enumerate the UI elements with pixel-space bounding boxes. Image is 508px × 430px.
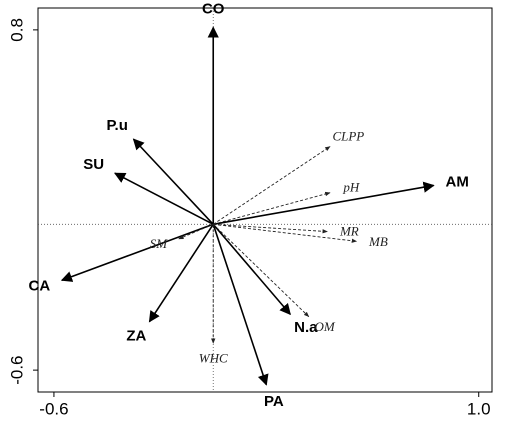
solid-arrow	[132, 138, 214, 225]
dashed-arrow	[178, 223, 214, 240]
arrow-label: PA	[264, 393, 284, 410]
arrow-label: MB	[368, 234, 388, 249]
arrow-label: AM	[446, 173, 469, 190]
arrow-label: SM	[150, 236, 169, 251]
solid-arrow	[148, 223, 214, 323]
dashed-arrow	[212, 223, 310, 318]
y-tick-label: -0.6	[7, 355, 26, 384]
solid-arrow	[213, 181, 435, 226]
dashed-arrow	[213, 223, 328, 234]
y-tick-label: 0.8	[7, 18, 26, 42]
arrow-label: pH	[342, 180, 360, 195]
arrow-label: CA	[29, 277, 51, 294]
dashed-arrow	[212, 146, 331, 225]
solid-arrow	[60, 223, 214, 282]
arrow-label: OM	[315, 319, 336, 334]
arrow-label: CLPP	[332, 129, 364, 144]
arrow-label: MR	[339, 224, 359, 239]
solid-arrow	[114, 172, 214, 226]
dashed-arrow	[213, 191, 331, 225]
arrow-label: SU	[83, 156, 104, 173]
arrow-label: N.a	[294, 319, 318, 336]
x-tick-label: -0.6	[39, 399, 68, 418]
x-tick-label: 1.0	[467, 399, 491, 418]
solid-arrow	[212, 224, 269, 386]
arrow-label: WHC	[199, 350, 228, 365]
plot-frame	[37, 7, 493, 393]
arrow-label: P.u	[106, 117, 127, 134]
dashed-arrow	[213, 223, 358, 243]
arrow-label: ZA	[126, 328, 146, 345]
arrow-label: CO	[202, 0, 225, 17]
solid-arrow	[212, 223, 291, 316]
